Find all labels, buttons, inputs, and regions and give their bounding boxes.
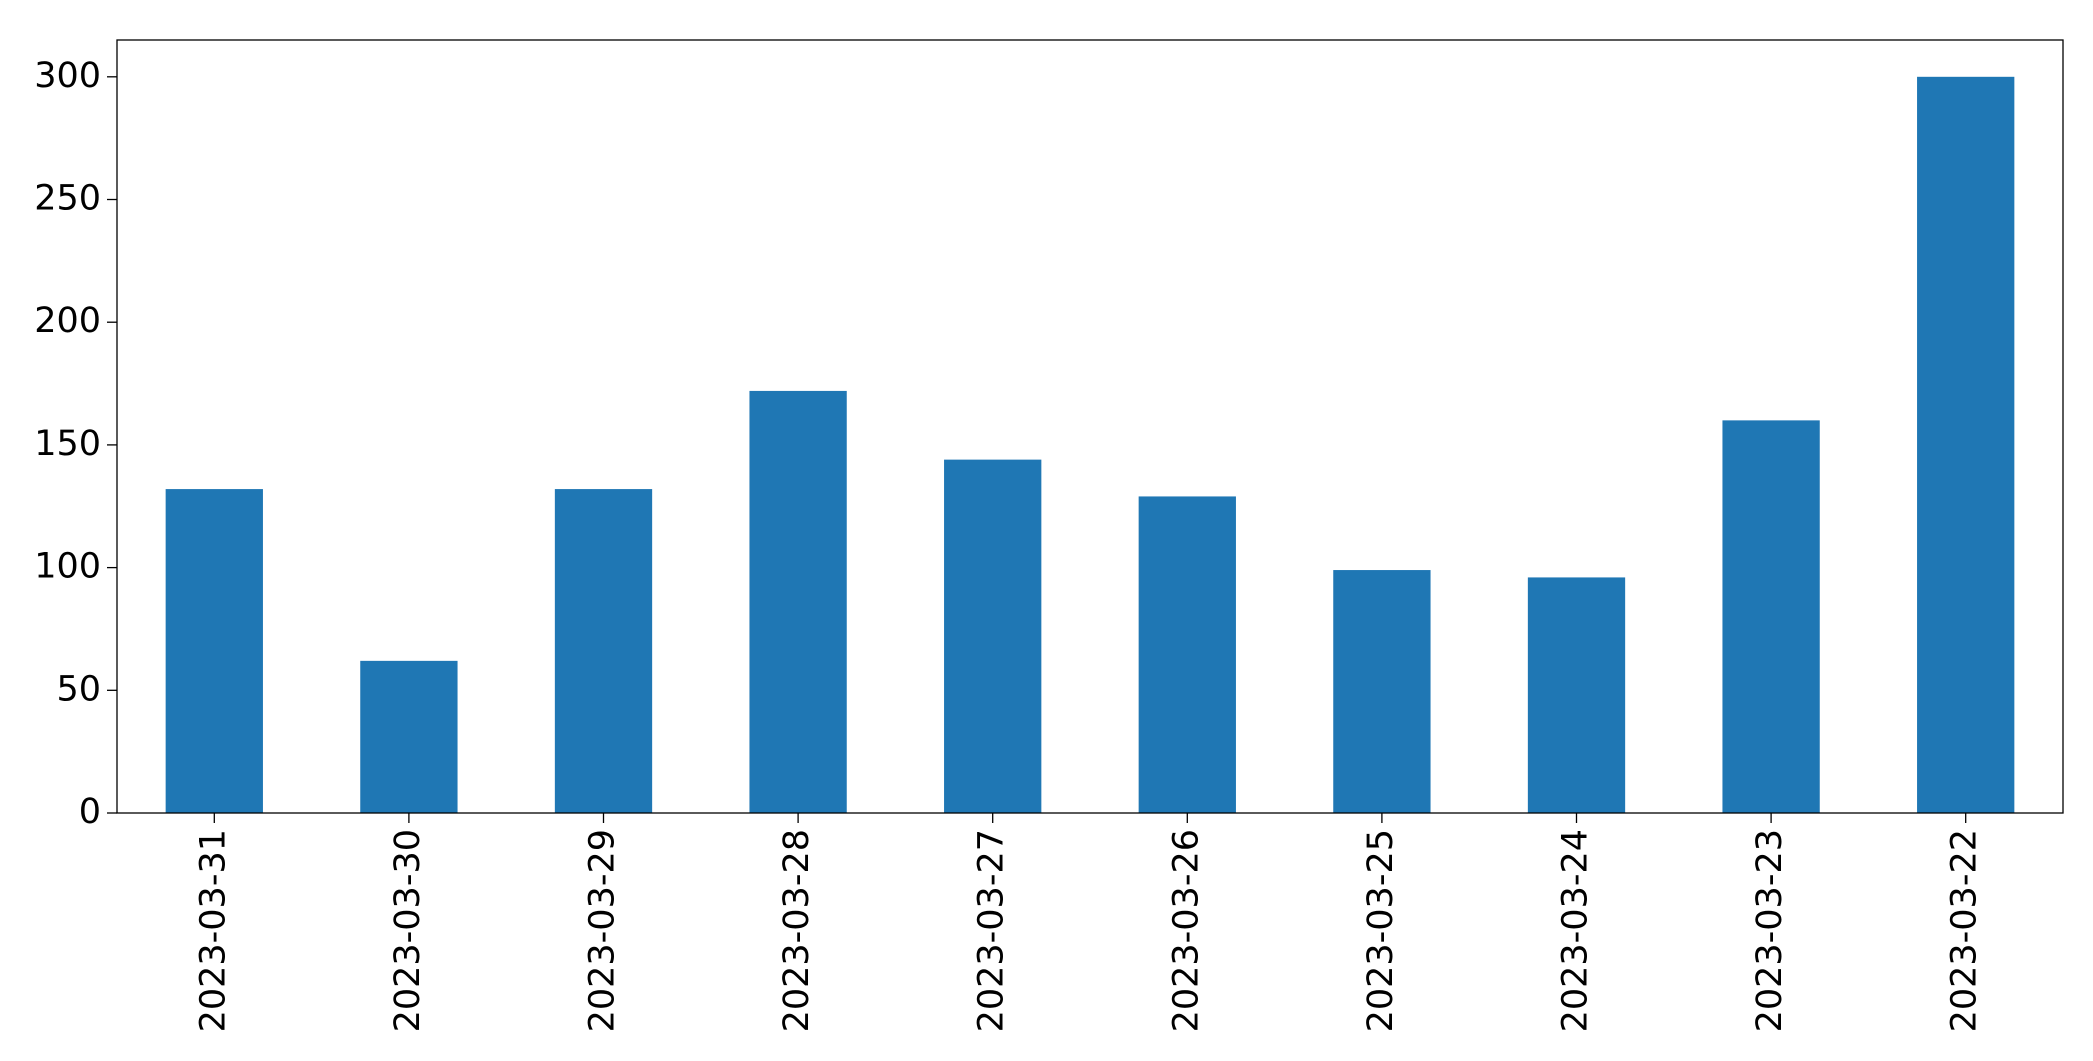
x-tick-label: 2023-03-31 [193, 829, 233, 1032]
y-tick-label: 0 [79, 792, 101, 832]
x-tick-label: 2023-03-23 [1750, 829, 1790, 1032]
bar [360, 660, 458, 813]
x-tick-label: 2023-03-25 [1361, 829, 1401, 1032]
bar [944, 459, 1042, 813]
x-tick-label: 2023-03-29 [583, 829, 623, 1032]
bar [1138, 496, 1236, 813]
y-tick-label: 250 [34, 179, 101, 219]
y-tick-label: 150 [34, 424, 101, 464]
x-tick-label: 2023-03-24 [1556, 829, 1596, 1032]
x-tick-label: 2023-03-27 [972, 829, 1012, 1032]
bar [1333, 570, 1431, 813]
bar [554, 489, 653, 813]
y-tick-label: 200 [34, 301, 101, 341]
y-tick-label: 100 [34, 547, 101, 587]
x-tick-label: 2023-03-30 [388, 829, 428, 1032]
bar [1917, 76, 2015, 814]
y-tick-label: 300 [34, 56, 101, 96]
x-tick-label: 2023-03-26 [1166, 829, 1206, 1032]
bar [165, 489, 263, 813]
bar [749, 390, 847, 813]
bar [1527, 577, 1626, 813]
x-tick-label: 2023-03-28 [777, 829, 817, 1032]
y-tick-label: 50 [56, 669, 101, 709]
plot-frame [116, 39, 2064, 814]
bar [1722, 420, 1820, 813]
x-tick-label: 2023-03-22 [1945, 829, 1985, 1032]
